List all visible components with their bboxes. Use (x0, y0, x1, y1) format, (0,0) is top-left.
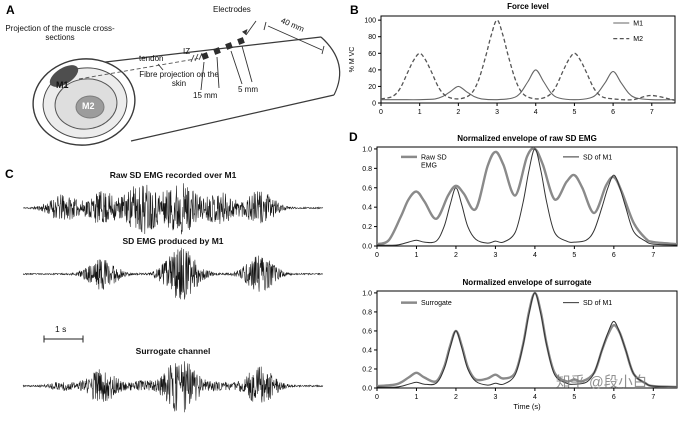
electrodes-label: Electrodes (213, 5, 251, 14)
chart-title: Force level (507, 2, 549, 11)
y-tick-label: 0 (372, 101, 376, 108)
y-tick-label: 60 (368, 51, 376, 58)
series-raw-sd-emg (377, 147, 677, 246)
y-tick-label: 0.4 (362, 347, 372, 354)
scale-bar-label: 1 s (55, 324, 66, 334)
force-level-chart: 0 1 2 3 4 5 6 7 0 20 40 60 80 100 Force level % M VC M1 M… (349, 2, 676, 116)
x-tick-label: 2 (454, 394, 458, 401)
x-tick-label: 7 (650, 109, 654, 116)
x-tick-label: 7 (651, 252, 655, 259)
y-tick-label: 1.0 (362, 146, 372, 153)
x-tick-label: 4 (534, 109, 538, 116)
legend-label: Raw SD EMG (421, 154, 447, 169)
time-scale-bar (43, 335, 84, 343)
y-tick-label: 100 (364, 18, 376, 25)
x-tick-label: 3 (493, 252, 497, 259)
x-tick-label: 5 (572, 394, 576, 401)
x-tick-label: 1 (418, 109, 422, 116)
legend-label: M2 (633, 36, 643, 43)
muscle-cylinder-diagram (32, 20, 341, 146)
muscle-m2-region (75, 95, 105, 119)
trace-title-sd-m1: SD EMG produced by M1 (122, 236, 224, 246)
projection-label: Projection of the muscle cross-sections (5, 24, 115, 43)
emg-trace-raw-sd-emg-over-m1 (23, 183, 324, 235)
y-tick-label: 0.0 (362, 386, 372, 393)
y-tick-label: 0.2 (362, 366, 372, 373)
panel-a-label: A (6, 3, 15, 17)
cylinder-outline (96, 36, 341, 142)
panel-c-label: C (5, 167, 14, 181)
y-tick-label: 1.0 (362, 290, 372, 297)
trace-title-surrogate: Surrogate channel (135, 346, 211, 356)
watermark: 知乎 @段小白 (556, 375, 648, 391)
dim-15mm-label: 15 mm (193, 91, 218, 100)
y-tick-label: 0.8 (362, 166, 372, 173)
surrogate-envelope-chart: 0 1 2 3 4 5 6 7 0.0 0.2 0.4 0.6 0.8 1.0 Normalized env… (362, 278, 678, 411)
panel-b-label: B (350, 3, 359, 17)
x-tick-label: 5 (572, 252, 576, 259)
fibre-projection-line (78, 57, 202, 80)
plot-frame (376, 146, 678, 247)
chart-title: Normalized envelope of surrogate (463, 278, 592, 287)
x-axis-label: Time (s) (513, 402, 541, 411)
x-tick-label: 4 (533, 252, 537, 259)
fibre-projection-label: Fibre projection on the skin (139, 70, 219, 89)
y-tick-label: 0.6 (362, 328, 372, 335)
electrode-array (201, 37, 245, 60)
x-tick-label: 0 (375, 252, 379, 259)
x-tick-label: 6 (612, 252, 616, 259)
series-sd-of-m1 (377, 148, 677, 246)
muscle-m1-region (49, 65, 79, 87)
plot-frame (376, 290, 678, 389)
y-tick-label: 40 (368, 67, 376, 74)
innervation-zone-marks (190, 52, 203, 63)
emg-panel: Raw SD EMG recorded over M1 SD EMG produ… (8, 160, 338, 424)
chart-title: Normalized envelope of raw SD EMG (457, 134, 597, 143)
x-tick-label: 0 (375, 394, 379, 401)
m1-label: M1 (56, 80, 69, 90)
legend-label: SD of M1 (583, 300, 612, 307)
y-axis-label: % M VC (349, 47, 356, 73)
x-tick-label: 2 (454, 252, 458, 259)
x-tick-label: 6 (612, 394, 616, 401)
y-tick-label: 0.2 (362, 224, 372, 231)
iz-label: IZ (183, 47, 191, 56)
y-tick-label: 80 (368, 34, 376, 41)
x-tick-label: 3 (493, 394, 497, 401)
y-tick-label: 20 (368, 84, 376, 91)
legend-label: SD of M1 (583, 154, 612, 161)
trace-title-raw: Raw SD EMG recorded over M1 (109, 170, 237, 180)
x-tick-label: 1 (415, 394, 419, 401)
tendon-label: tendon (139, 54, 164, 63)
x-tick-label: 2 (456, 109, 460, 116)
emg-traces: 1 s (22, 183, 324, 413)
x-tick-label: 4 (533, 394, 537, 401)
dimension-leader-lines (157, 20, 325, 91)
series-m1 (381, 69, 675, 101)
y-tick-label: 0.8 (362, 309, 372, 316)
x-tick-label: 3 (495, 109, 499, 116)
dim-5mm-label: 5 mm (238, 85, 258, 94)
y-tick-label: 0.6 (362, 185, 372, 192)
x-tick-label: 6 (611, 109, 615, 116)
y-tick-label: 0.0 (362, 244, 372, 251)
legend-label: Surrogate (421, 300, 452, 307)
x-tick-label: 1 (415, 252, 419, 259)
emg-trace-surrogate-channel (22, 361, 324, 413)
series-sd-of-m1 (377, 292, 677, 388)
emg-trace-sd-emg-by-m1 (22, 247, 324, 300)
legend-label: M1 (633, 20, 643, 27)
x-tick-label: 5 (572, 109, 576, 116)
m2-label: M2 (82, 101, 95, 111)
panel-d-label: D (349, 130, 358, 144)
raw-envelope-chart: 0 1 2 3 4 5 6 7 0.0 0.2 0.4 0.6 0.8 1.0 Normalized env… (362, 134, 678, 259)
electrodes-arrowhead (242, 29, 248, 35)
y-tick-label: 0.4 (362, 205, 372, 212)
x-tick-label: 7 (651, 394, 655, 401)
x-tick-label: 0 (379, 109, 383, 116)
plot-frame (380, 15, 676, 104)
series-m2 (381, 19, 675, 102)
